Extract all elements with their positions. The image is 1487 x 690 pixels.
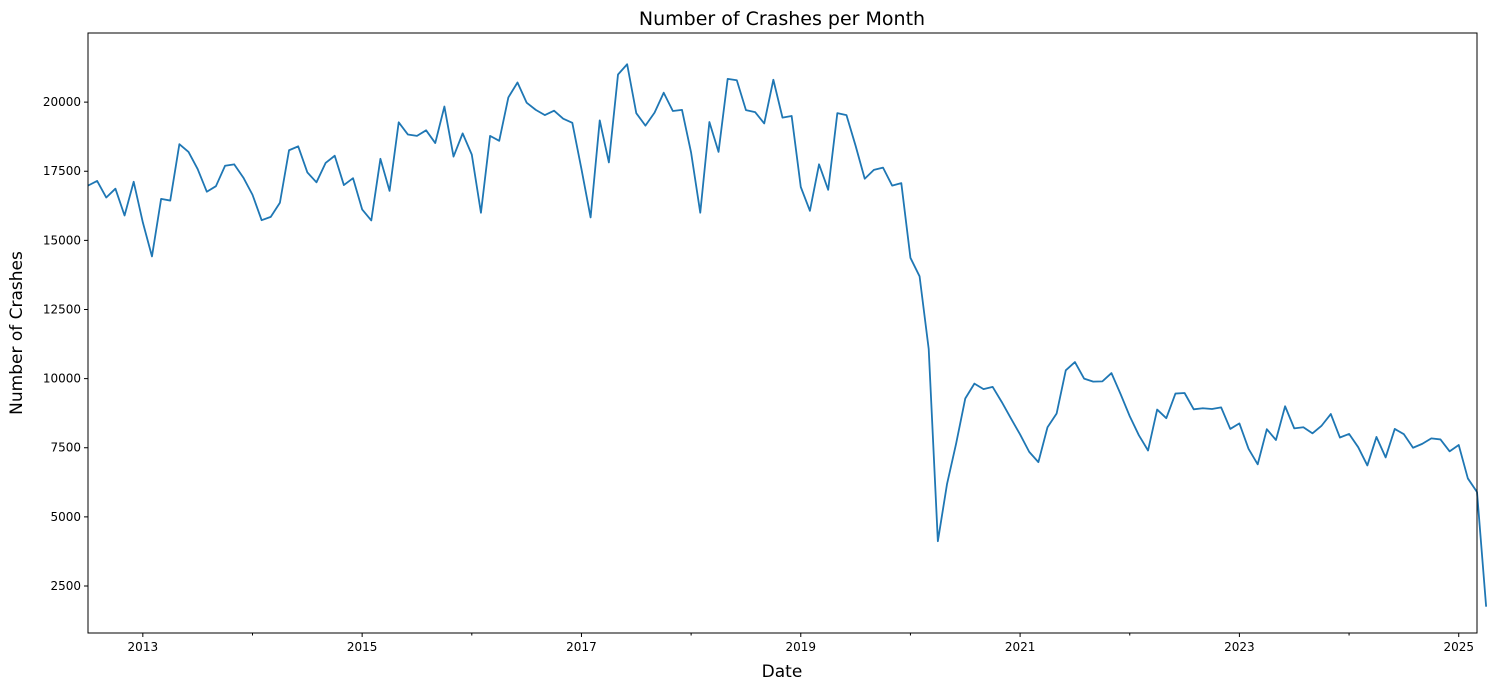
y-tick-label: 2500	[50, 579, 81, 593]
x-tick-label: 2019	[786, 640, 817, 654]
x-tick-label: 2021	[1005, 640, 1036, 654]
x-tick-label: 2025	[1443, 640, 1474, 654]
x-tick-label: 2017	[566, 640, 597, 654]
plot-area	[87, 63, 1487, 607]
y-tick-label: 12500	[43, 302, 81, 316]
y-axis-label: Number of Crashes	[7, 251, 27, 415]
y-tick-label: 15000	[43, 233, 81, 247]
y-tick-label: 7500	[50, 441, 81, 455]
plot-frame	[87, 32, 1478, 634]
y-tick-label: 5000	[50, 510, 81, 524]
y-tick-label: 20000	[43, 95, 81, 109]
chart-title: Number of Crashes per Month	[639, 8, 925, 30]
x-tick-label: 2013	[128, 640, 159, 654]
y-tick-label: 17500	[43, 164, 81, 178]
y-axis: 2500 5000 7500 10000 12500 15000 17500 20000	[43, 95, 88, 593]
x-tick-label: 2015	[347, 640, 378, 654]
x-tick-label: 2023	[1224, 640, 1255, 654]
x-axis-label: Date	[762, 662, 803, 682]
y-tick-label: 10000	[43, 372, 81, 386]
x-axis: 2013 2015 2017 2019 2021 2023 2025	[128, 633, 1474, 654]
series-line	[87, 63, 1487, 607]
